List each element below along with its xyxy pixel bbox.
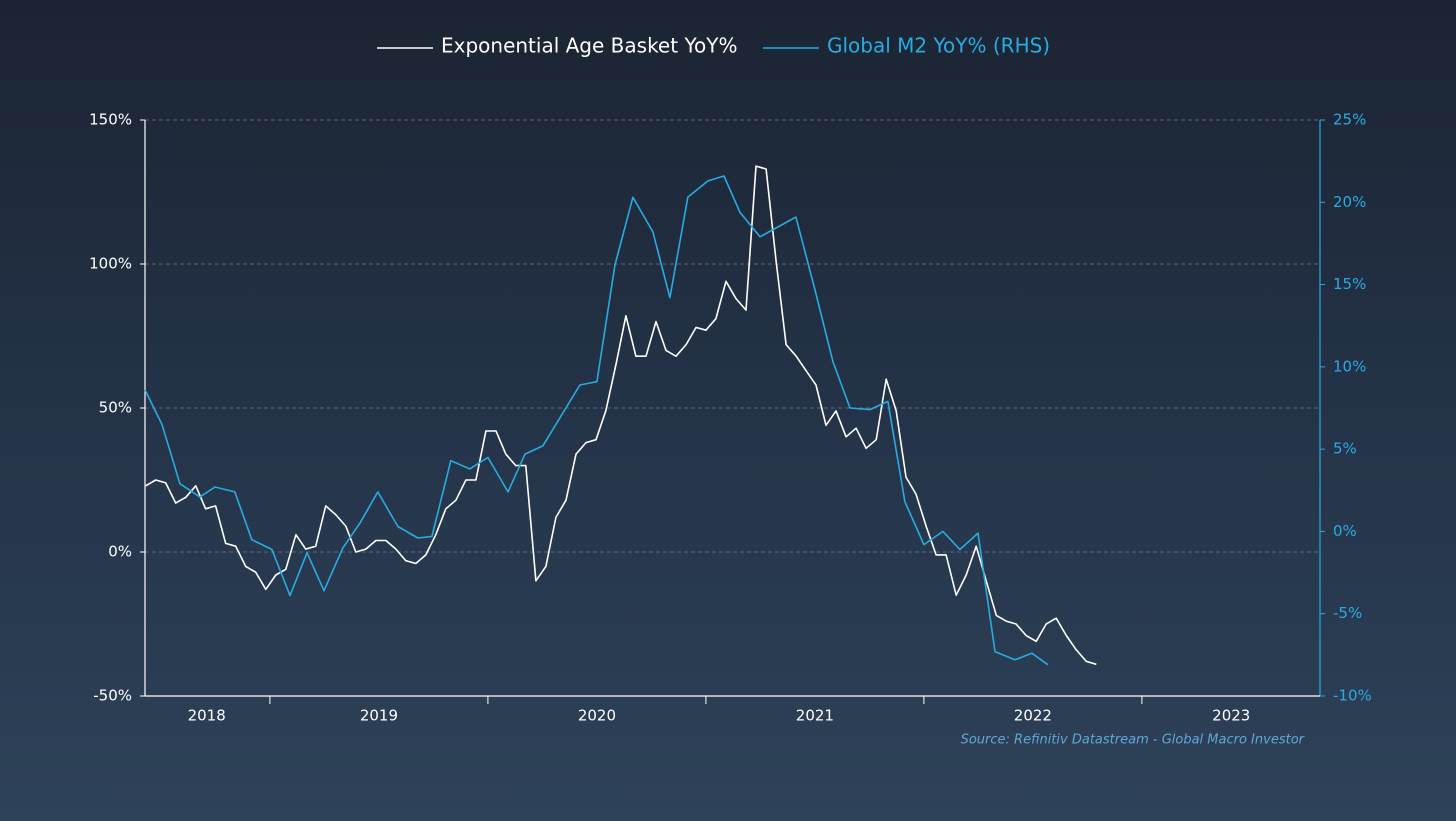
x-tick-label: 2019: [360, 707, 398, 725]
y2-tick-label: 0%: [1333, 522, 1357, 540]
x-tick-label: 2020: [578, 707, 616, 725]
y-tick-label: 0%: [108, 543, 132, 561]
legend-label: Global M2 YoY% (RHS): [827, 34, 1050, 58]
y2-tick-label: 5%: [1333, 440, 1357, 458]
x-tick-label: 2018: [188, 707, 226, 725]
y2-tick-label: 20%: [1333, 193, 1366, 211]
x-tick-label: 2022: [1014, 707, 1052, 725]
y-tick-label: -50%: [93, 687, 132, 705]
legend-label: Exponential Age Basket YoY%: [441, 34, 737, 58]
x-tick-label: 2021: [796, 707, 834, 725]
y2-tick-label: 10%: [1333, 357, 1366, 375]
source-note: Source: Refinitiv Datastream - Global Ma…: [961, 733, 1306, 748]
x-tick-label: 2023: [1212, 707, 1250, 725]
y2-tick-label: 25%: [1333, 111, 1366, 129]
y2-tick-label: -10%: [1333, 687, 1372, 705]
y-tick-label: 150%: [89, 111, 132, 129]
series-line: [144, 175, 1049, 666]
y2-tick-label: -5%: [1333, 604, 1362, 622]
series-line: [145, 165, 1097, 666]
y2-tick-label: 15%: [1333, 275, 1366, 293]
y-tick-label: 100%: [89, 255, 132, 273]
y-tick-label: 50%: [99, 399, 132, 417]
